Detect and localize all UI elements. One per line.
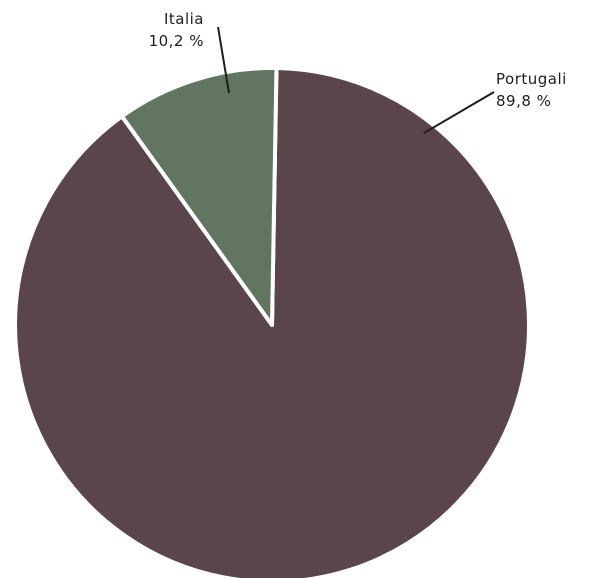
leader-lines: [217, 26, 495, 134]
slice-label-name-italia: Italia: [164, 10, 204, 28]
pie-slice-italia: [119, 66, 279, 327]
leader-line-italia: [217, 26, 230, 94]
slice-label-value-portugali: 89,8 %: [496, 92, 551, 110]
pie-slices: [13, 66, 531, 578]
slice-label-value-italia: 10,2 %: [149, 32, 204, 50]
slice-label-name-portugali: Portugali: [496, 70, 567, 88]
pie-slice-portugali: [13, 66, 531, 578]
slice-labels: Portugali 89,8 % Italia 10,2 %: [149, 10, 567, 110]
leader-line-portugali: [423, 91, 495, 134]
